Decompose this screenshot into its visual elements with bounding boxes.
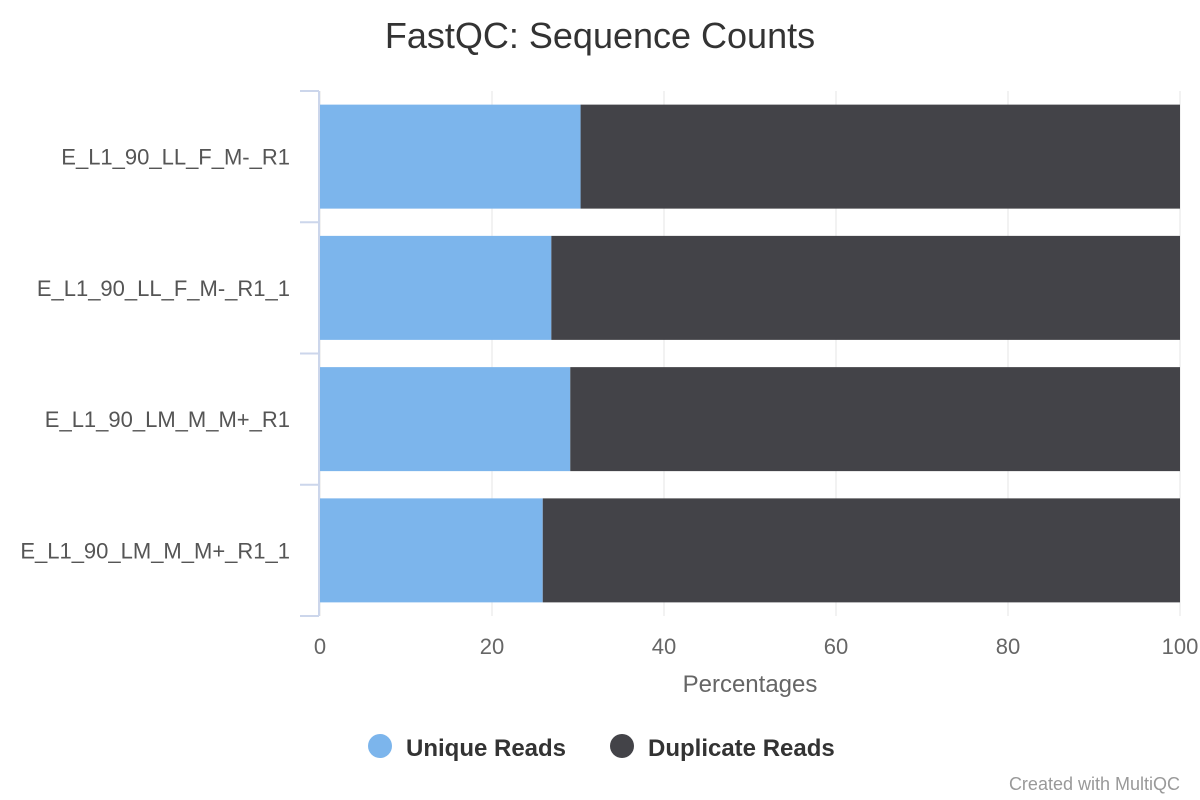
legend: Unique Reads Duplicate Reads xyxy=(368,734,835,762)
axes xyxy=(300,90,320,617)
bar-unique xyxy=(320,104,581,209)
x-tick-label: 100 xyxy=(1162,634,1199,659)
x-tick-label: 20 xyxy=(480,634,504,659)
x-tick-labels: 0 20 40 60 80 100 xyxy=(314,634,1198,659)
credit-label: Created with MultiQC xyxy=(1009,774,1180,794)
bar-unique xyxy=(320,235,552,340)
category-labels: E_L1_90_LL_F_M-_R1 E_L1_90_LL_F_M-_R1_1 E_… xyxy=(20,145,290,564)
category-label: E_L1_90_LM_M_M+_R1 xyxy=(45,407,290,432)
x-tick-label: 40 xyxy=(652,634,676,659)
category-label: E_L1_90_LM_M_M+_R1_1 xyxy=(20,538,290,563)
category-label: E_L1_90_LL_F_M-_R1 xyxy=(61,145,290,170)
x-tick-label: 60 xyxy=(824,634,848,659)
bar-duplicate xyxy=(580,104,1180,209)
x-tick-label: 80 xyxy=(996,634,1020,659)
legend-label-unique: Unique Reads xyxy=(406,735,566,762)
chart-title: FastQC: Sequence Counts xyxy=(385,15,815,56)
bar-duplicate xyxy=(542,498,1180,603)
bar-duplicate xyxy=(570,367,1180,472)
legend-marker-unique xyxy=(368,734,392,758)
bar-duplicate xyxy=(551,235,1180,340)
legend-label-duplicate: Duplicate Reads xyxy=(648,735,835,762)
bars xyxy=(320,104,1180,603)
legend-marker-duplicate xyxy=(610,734,634,758)
bar-unique xyxy=(320,367,571,472)
bar-unique xyxy=(320,498,543,603)
x-tick-label: 0 xyxy=(314,634,326,659)
x-axis-title: Percentages xyxy=(683,671,818,698)
category-label: E_L1_90_LL_F_M-_R1_1 xyxy=(37,276,290,301)
